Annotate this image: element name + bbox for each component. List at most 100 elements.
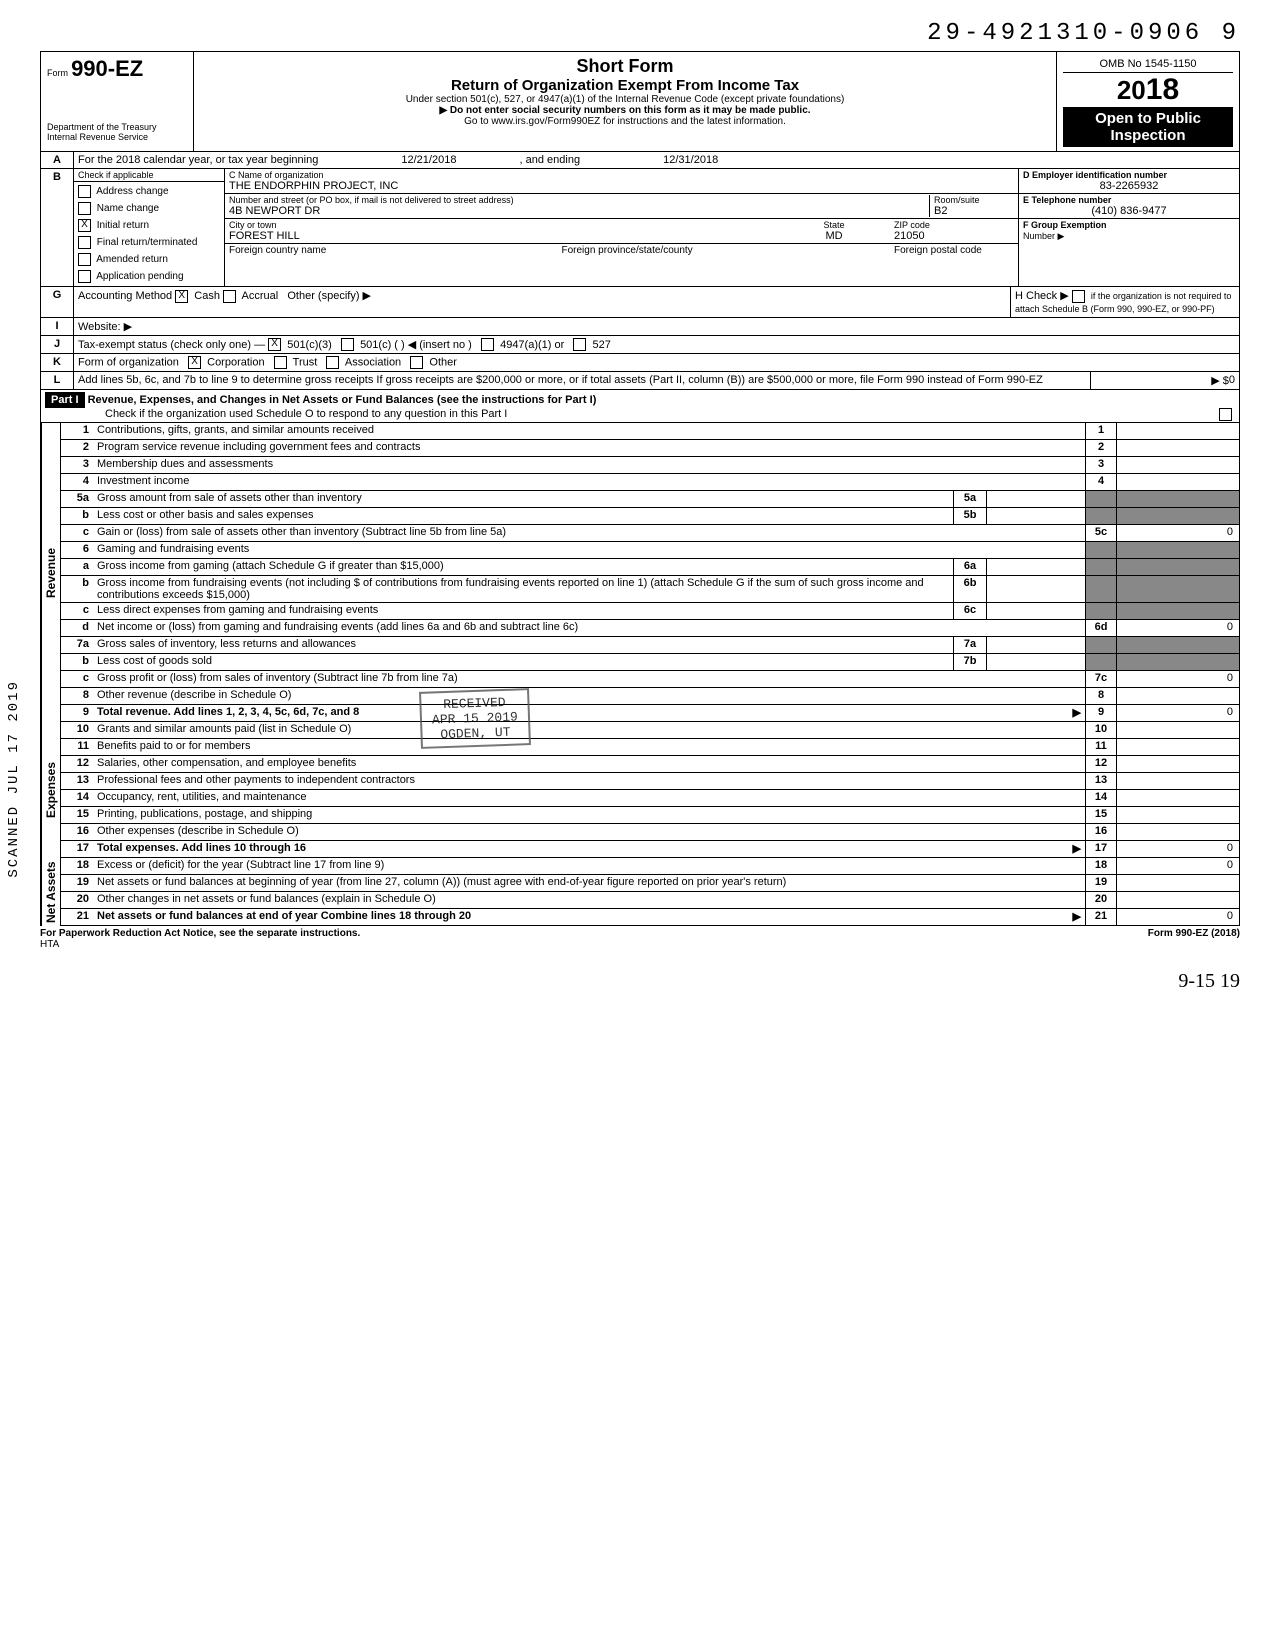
form-line: dNet income or (loss) from gaming and fu… bbox=[60, 620, 1240, 637]
form-prefix: Form bbox=[47, 68, 68, 78]
b-item-label: Final return/terminated bbox=[97, 237, 198, 248]
city-label: City or town bbox=[229, 220, 774, 230]
form-line: 2Program service revenue including gover… bbox=[60, 440, 1240, 457]
assoc-label: Association bbox=[345, 357, 401, 369]
room-suite: B2 bbox=[934, 205, 1014, 217]
501c3-checkbox[interactable]: X bbox=[268, 338, 281, 351]
net-assets-section: Net Assets 18Excess or (deficit) for the… bbox=[40, 858, 1240, 926]
paperwork-notice: For Paperwork Reduction Act Notice, see … bbox=[40, 928, 360, 939]
received-stamp: RECEIVED APR 15 2019 OGDEN, UT bbox=[419, 688, 531, 749]
title-short-form: Short Form bbox=[200, 56, 1050, 77]
form-org-label: Form of organization bbox=[78, 357, 179, 369]
other-org-label: Other bbox=[429, 357, 457, 369]
other-org-checkbox[interactable] bbox=[410, 356, 423, 369]
form-line: cGross profit or (loss) from sales of in… bbox=[60, 671, 1240, 688]
line-i: I Website: ▶ bbox=[40, 318, 1240, 336]
other-method-label: Other (specify) ▶ bbox=[287, 290, 371, 302]
b-checkbox[interactable]: X bbox=[78, 219, 91, 232]
b-checkbox[interactable] bbox=[78, 236, 91, 249]
cash-label: Cash bbox=[194, 290, 220, 302]
part1-check: Check if the organization used Schedule … bbox=[105, 408, 507, 420]
b-checkbox[interactable] bbox=[78, 253, 91, 266]
form-line: 18Excess or (deficit) for the year (Subt… bbox=[60, 858, 1240, 875]
revenue-vert-label: Revenue bbox=[41, 423, 60, 722]
cash-checkbox[interactable]: X bbox=[175, 290, 188, 303]
dln-number: 29-4921310-0906 9 bbox=[40, 20, 1240, 47]
form-line: 5aGross amount from sale of assets other… bbox=[60, 491, 1240, 508]
city: FOREST HILL bbox=[229, 230, 774, 242]
b-item-label: Address change bbox=[96, 186, 168, 197]
b-checkbox[interactable] bbox=[78, 202, 91, 215]
b-item-label: Initial return bbox=[97, 220, 149, 231]
room-label: Room/suite bbox=[934, 195, 1014, 205]
b-checkbox[interactable] bbox=[78, 185, 91, 198]
tax-year-begin: 12/21/2018 bbox=[401, 154, 456, 166]
corp-checkbox[interactable]: X bbox=[188, 356, 201, 369]
assoc-checkbox[interactable] bbox=[326, 356, 339, 369]
form-line: 14Occupancy, rent, utilities, and mainte… bbox=[60, 790, 1240, 807]
expenses-vert-label: Expenses bbox=[41, 722, 60, 858]
form-number: 990-EZ bbox=[71, 56, 143, 81]
line-a: A For the 2018 calendar year, or tax yea… bbox=[40, 152, 1240, 169]
501c-label: 501(c) ( bbox=[360, 339, 398, 351]
scanned-stamp: SCANNED JUL 17 2019 bbox=[6, 680, 22, 878]
accrual-checkbox[interactable] bbox=[223, 290, 236, 303]
accrual-label: Accrual bbox=[242, 290, 279, 302]
line-k: K Form of organization X Corporation Tru… bbox=[40, 354, 1240, 372]
form-line: 12Salaries, other compensation, and empl… bbox=[60, 756, 1240, 773]
dept-treasury: Department of the Treasury bbox=[47, 122, 187, 132]
form-line: bLess cost or other basis and sales expe… bbox=[60, 508, 1240, 525]
form-line: 9Total revenue. Add lines 1, 2, 3, 4, 5c… bbox=[60, 705, 1240, 722]
4947-label: 4947(a)(1) or bbox=[500, 339, 564, 351]
omb-number: OMB No 1545-1150 bbox=[1063, 56, 1233, 73]
form-line: 13Professional fees and other payments t… bbox=[60, 773, 1240, 790]
form-line: 8Other revenue (describe in Schedule O)8 bbox=[60, 688, 1240, 705]
schedule-o-checkbox[interactable] bbox=[1219, 408, 1232, 421]
year-bold: 18 bbox=[1146, 73, 1179, 106]
foreign-postal-label: Foreign postal code bbox=[894, 245, 1014, 256]
ein-label: D Employer identification number bbox=[1023, 170, 1235, 180]
form-line: 16Other expenses (describe in Schedule O… bbox=[60, 824, 1240, 841]
title-return: Return of Organization Exempt From Incom… bbox=[200, 77, 1050, 94]
schedule-b-checkbox[interactable] bbox=[1072, 290, 1085, 303]
line-g-h: G Accounting Method X Cash Accrual Other… bbox=[40, 287, 1240, 318]
501c-checkbox[interactable] bbox=[341, 338, 354, 351]
foreign-country-label: Foreign country name bbox=[229, 245, 562, 256]
revenue-section: Revenue 1Contributions, gifts, grants, a… bbox=[40, 423, 1240, 722]
form-line: cLess direct expenses from gaming and fu… bbox=[60, 603, 1240, 620]
form-line: 3Membership dues and assessments3 bbox=[60, 457, 1240, 474]
hta: HTA bbox=[40, 939, 59, 950]
addr-label: Number and street (or PO box, if mail is… bbox=[229, 195, 929, 205]
website-label: Website: ▶ bbox=[74, 318, 1239, 335]
group-exemption-number: Number ▶ bbox=[1023, 231, 1064, 241]
form-line: cGain or (loss) from sale of assets othe… bbox=[60, 525, 1240, 542]
527-label: 527 bbox=[593, 339, 611, 351]
b-item-label: Amended return bbox=[96, 254, 168, 265]
form-line: bLess cost of goods sold7b bbox=[60, 654, 1240, 671]
part1-header: Part I Revenue, Expenses, and Changes in… bbox=[40, 390, 1240, 423]
4947-checkbox[interactable] bbox=[481, 338, 494, 351]
ssn-warning: ▶ Do not enter social security numbers o… bbox=[200, 105, 1050, 116]
state: MD bbox=[774, 230, 894, 242]
netassets-vert-label: Net Assets bbox=[41, 858, 60, 926]
form-line: bGross income from fundraising events (n… bbox=[60, 576, 1240, 603]
b-checkbox[interactable] bbox=[78, 270, 91, 283]
form-line: 10Grants and similar amounts paid (list … bbox=[60, 722, 1240, 739]
gross-receipts: 0 bbox=[1229, 374, 1235, 386]
form-header: Form 990-EZ Department of the Treasury I… bbox=[40, 51, 1240, 152]
form-footer: Form 990-EZ (2018) bbox=[1148, 928, 1240, 950]
form-line: 7aGross sales of inventory, less returns… bbox=[60, 637, 1240, 654]
year-prefix: 20 bbox=[1117, 75, 1146, 105]
under-section: Under section 501(c), 527, or 4947(a)(1)… bbox=[200, 94, 1050, 105]
form-line: 15Printing, publications, postage, and s… bbox=[60, 807, 1240, 824]
form-line: 6Gaming and fundraising events bbox=[60, 542, 1240, 559]
527-checkbox[interactable] bbox=[573, 338, 586, 351]
h-label: H Check ▶ bbox=[1015, 290, 1069, 302]
tax-exempt-label: Tax-exempt status (check only one) — bbox=[78, 339, 265, 351]
trust-checkbox[interactable] bbox=[274, 356, 287, 369]
line-l-text: Add lines 5b, 6c, and 7b to line 9 to de… bbox=[74, 372, 1091, 389]
line-l-arrow: ▶ $ bbox=[1211, 375, 1229, 387]
form-line: 21Net assets or fund balances at end of … bbox=[60, 909, 1240, 926]
entity-block: B Check if applicable Address change Nam… bbox=[40, 169, 1240, 287]
form-line: 11Benefits paid to or for members11 bbox=[60, 739, 1240, 756]
